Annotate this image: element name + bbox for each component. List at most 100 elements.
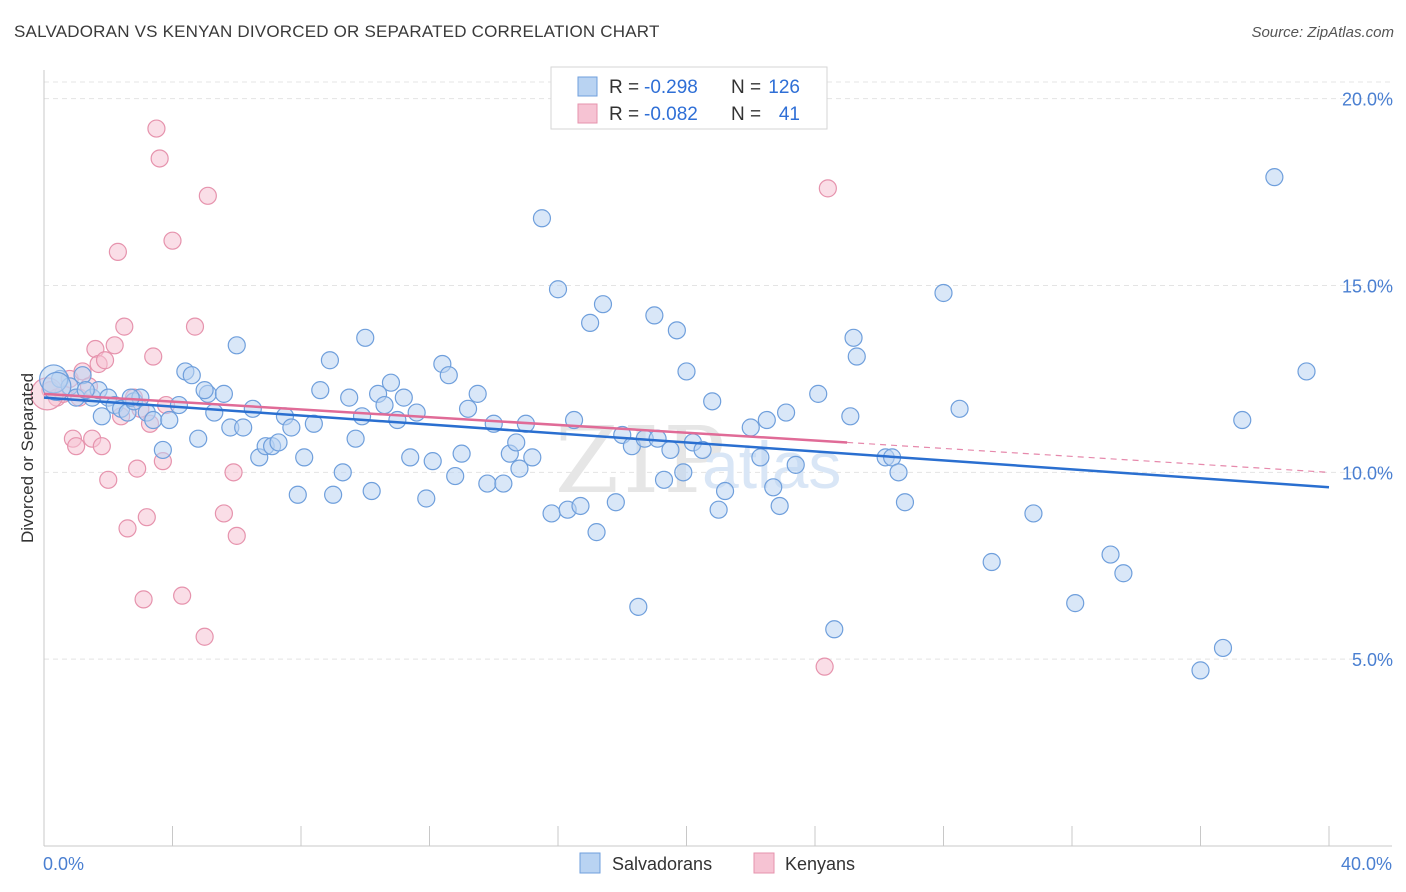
kenyans-point-12 [92,437,111,456]
y-tick-label-1: 10.0% [1342,463,1393,483]
salvadorans-point-41 [340,388,359,407]
salvadorans-point-67 [532,209,552,228]
salvadorans-point-91 [715,481,735,501]
salvadorans-point-99 [809,384,828,403]
salvadorans-point-103 [847,347,866,366]
y-tick-label-3: 20.0% [1342,90,1393,110]
kenyans-point-39 [815,657,834,676]
salvadorans-point-40 [333,463,352,482]
salvadorans-point-43 [356,328,375,347]
legend-n-value-2: 41 [779,104,800,125]
salvadorans-point-107 [895,493,915,512]
salvadorans-point-117 [1233,410,1252,430]
salvadorans-point-23 [214,384,233,403]
salvadorans-point-34 [288,485,307,504]
salvadorans-point-47 [381,373,401,392]
y-tick-label-2: 15.0% [1342,277,1393,297]
salvadorans-point-59 [468,384,487,403]
salvadorans-point-33 [282,418,301,437]
salvadorans-point-82 [654,470,674,489]
salvadorans-point-50 [401,448,420,467]
kenyans-point-38 [227,526,246,545]
kenyans-point-32 [173,586,192,605]
salvadorans-point-124 [510,459,529,478]
salvadorans-point-109 [950,399,969,418]
bottom-legend-salvadorans: Salvadorans [612,854,712,874]
salvadorans-point-31 [269,433,288,452]
legend-swatch-kenyans [577,103,598,124]
salvadorans-point-119 [1297,362,1316,381]
salvadorans-point-96 [770,496,789,516]
kenyans-point-5 [67,437,86,456]
salvadorans-point-17 [169,395,189,415]
salvadorans-point-74 [587,523,606,542]
legend-n-label-2: N = [731,104,761,125]
salvadorans-point-14 [144,410,163,430]
salvadorans-point-116 [1213,638,1233,658]
legend-n-label-1: N = [731,77,761,98]
salvadorans-point-123 [352,407,372,426]
salvadorans-point-58 [458,399,478,418]
kenyans-point-33 [185,317,205,336]
salvadorans-point-60 [478,474,497,493]
salvadorans-point-98 [786,455,805,474]
x-axis-ticks [172,826,1330,846]
kenyans-trend-line [43,392,848,444]
salvadorans-point-108 [934,283,953,303]
kenyans-point-16 [108,242,127,261]
salvadorans-point-20 [189,429,208,448]
salvadorans-point-42 [346,429,365,448]
salvadorans-point-64 [507,433,526,452]
x-tick-label-min: 0.0% [43,854,84,874]
salvadorans-point-75 [593,295,613,314]
salvadorans-point-122 [195,381,214,400]
kenyans-point-26 [144,347,163,366]
trend-lines [43,392,1330,489]
salvadorans-point-102 [844,328,863,347]
salvadorans-point-101 [841,407,860,426]
source-note: Source: ZipAtlas.com [1251,24,1394,41]
salvadorans-trend-line [43,396,1330,489]
salvadorans-point-88 [693,440,712,460]
chart-title: SALVADORAN VS KENYAN DIVORCED OR SEPARAT… [14,22,660,41]
salvadorans-point-15 [153,440,172,460]
salvadorans-point-100 [825,620,844,639]
salvadorans-point-46 [375,395,394,415]
kenyans-point-19 [118,519,137,538]
salvadorans-point-81 [645,306,664,325]
salvadorans-point-93 [751,448,770,467]
salvadorans-point-97 [776,403,796,422]
x-tick-label-max: 40.0% [1341,854,1392,874]
kenyans-point-24 [137,508,156,527]
salvadorans-point-38 [320,351,340,370]
salvadorans-points [39,168,1316,680]
kenyans-point-18 [115,317,134,336]
salvadorans-point-49 [394,388,413,407]
kenyans-point-21 [128,459,147,478]
salvadorans-point-72 [571,496,590,516]
salvadorans-point-95 [764,478,783,497]
salvadorans-point-94 [757,410,776,430]
legend-n-value-1: 126 [768,77,800,98]
salvadorans-point-90 [709,500,728,519]
kenyans-point-13 [95,351,115,370]
salvadorans-point-3 [73,366,92,385]
salvadorans-point-16 [160,410,179,430]
kenyans-point-40 [818,179,837,198]
salvadorans-point-79 [629,597,648,616]
y-axis-label: Divorced or Separated [18,373,37,543]
kenyans-trend-extension [847,441,1330,473]
salvadorans-point-86 [677,362,696,381]
salvadorans-point-111 [1024,504,1043,523]
salvadorans-point-89 [703,392,722,411]
stats-legend: R = -0.298 N = 126 R = -0.082 N = 41 [550,66,828,130]
salvadorans-point-66 [523,448,542,467]
y-tick-labels: 5.0% 10.0% 15.0% 20.0% [1342,90,1393,670]
kenyans-point-23 [134,590,153,609]
salvadorans-point-110 [982,552,1001,572]
salvadorans-point-120 [76,381,95,400]
salvadorans-point-35 [295,448,314,467]
salvadorans-point-92 [741,418,760,437]
salvadorans-point-62 [494,474,513,493]
